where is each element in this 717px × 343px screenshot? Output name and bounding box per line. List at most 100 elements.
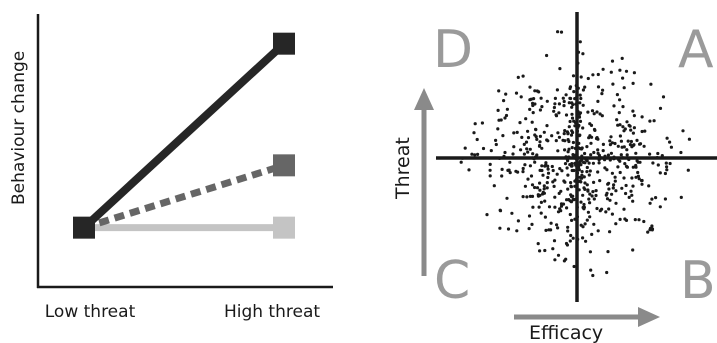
scatter-point (578, 40, 582, 44)
scatter-point (581, 225, 585, 229)
scatter-point (618, 217, 622, 221)
scatter-point (648, 152, 652, 156)
scatter-point (665, 168, 669, 172)
scatter-point (515, 130, 519, 134)
scatter-point (595, 110, 599, 114)
scatter-point (570, 101, 574, 105)
scatter-point (608, 139, 612, 143)
scatter-point (627, 195, 631, 199)
scatter-point (589, 141, 593, 145)
scatter-point (598, 179, 602, 183)
scatter-point (565, 166, 569, 170)
scatter-point (613, 175, 617, 179)
scatter-point (578, 93, 582, 97)
scatter-point (588, 122, 592, 126)
scatter-point (473, 153, 477, 157)
scatter-point (631, 165, 635, 169)
scatter-point (578, 112, 582, 116)
scatter-point (563, 129, 567, 133)
scatter-point (519, 95, 523, 99)
threat-axis-label: Threat (392, 137, 414, 200)
scatter-point (528, 85, 532, 89)
scatter-point (546, 167, 550, 171)
scatter-point (611, 186, 615, 190)
scatter-point (598, 112, 602, 116)
scatter-point (609, 70, 613, 74)
scatter-point (561, 96, 565, 100)
scatter-point (658, 171, 662, 175)
scatter-point (638, 160, 642, 164)
scatter-point (522, 142, 526, 146)
scatter-point (578, 119, 583, 123)
scatter-point (569, 233, 573, 238)
scatter-point (472, 131, 476, 135)
scatter-point (650, 227, 655, 231)
scatter-point (512, 145, 516, 149)
scatter-point (562, 132, 566, 136)
scatter-point (530, 120, 534, 124)
scatter-points (459, 30, 692, 278)
scatter-point (631, 81, 635, 85)
scatter-point (524, 140, 529, 144)
scatter-point (570, 105, 574, 109)
scatter-point (556, 131, 560, 135)
series-mid-line (82, 161, 286, 231)
scatter-point (618, 68, 622, 72)
scatter-point (613, 179, 617, 183)
scatter-point (566, 150, 570, 154)
scatter-point (614, 189, 618, 193)
scatter-point (637, 177, 641, 181)
scatter-point (557, 111, 561, 115)
scatter-point (663, 197, 668, 201)
scatter-point (592, 150, 596, 155)
scatter-point (500, 167, 504, 171)
scatter-point (629, 128, 633, 132)
scatter-point (642, 219, 646, 224)
scatter-point (618, 98, 622, 102)
scatter-point (492, 184, 496, 188)
scatter-point (566, 132, 570, 136)
scatter-point (565, 206, 569, 210)
y-axis-label: Behaviour change (9, 51, 29, 205)
scatter-point (566, 225, 570, 229)
scatter-point (564, 93, 568, 97)
scatter-point (538, 249, 542, 253)
scatter-point (526, 129, 530, 133)
scatter-point (686, 168, 690, 172)
scatter-point (586, 210, 591, 214)
scatter-point (562, 104, 566, 108)
scatter-point (557, 102, 562, 106)
scatter-point (499, 118, 503, 122)
scatter-point (628, 124, 632, 128)
threat-arrow-head (414, 88, 434, 110)
scatter-point (600, 207, 604, 211)
scatter-point (545, 138, 549, 142)
scatter-point (564, 113, 569, 117)
scatter-point (588, 250, 593, 254)
scatter-point (543, 215, 548, 219)
scatter-point (665, 136, 669, 140)
scatter-point (570, 116, 575, 120)
scatter-point (552, 239, 557, 243)
scatter-point (631, 109, 635, 113)
scatter-point (631, 248, 635, 252)
scatter-point (591, 161, 596, 165)
scatter-point (585, 183, 589, 187)
scatter-point (630, 193, 634, 197)
scatter-point (681, 129, 685, 133)
scatter-point (563, 139, 567, 143)
scatter-point (609, 135, 613, 139)
scatter-point (556, 226, 560, 230)
scatter-point (501, 134, 505, 138)
scatter-point (533, 185, 537, 190)
scatter-point (567, 147, 571, 151)
scatter-point (528, 147, 532, 151)
scatter-point (634, 163, 638, 168)
scatter-point (563, 162, 568, 166)
scatter-point (596, 229, 600, 233)
scatter-point (581, 103, 585, 107)
scatter-point (572, 264, 576, 269)
scatter-point (494, 142, 498, 147)
scatter-point (538, 181, 542, 185)
